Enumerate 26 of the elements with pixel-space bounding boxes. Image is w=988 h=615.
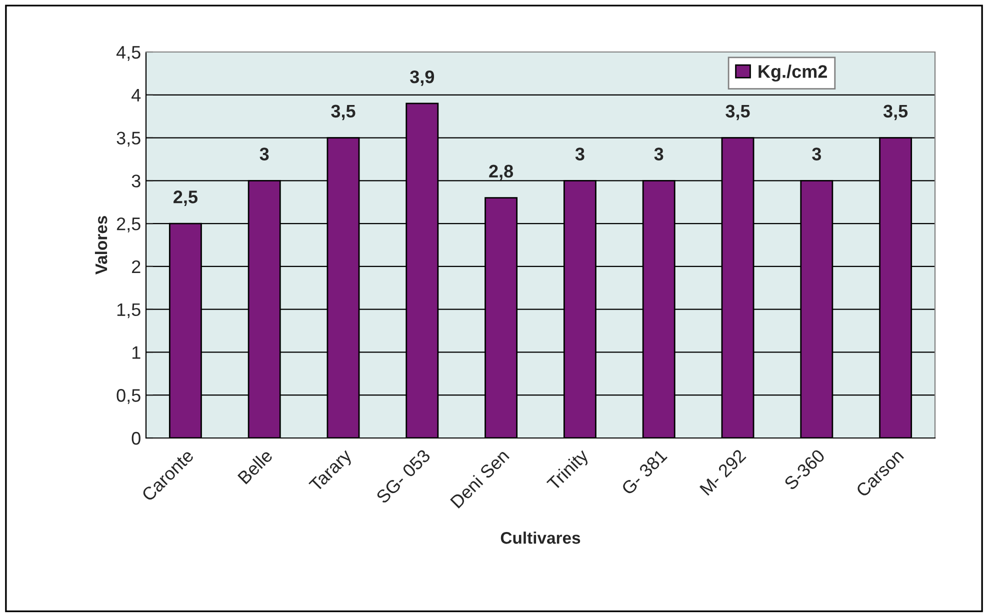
data-label: 3	[260, 148, 269, 160]
data-label: 2,5	[174, 190, 198, 206]
data-label: 3,9	[410, 70, 434, 86]
x-tick-label: SG- 053	[376, 448, 431, 504]
y-tick-label: 4	[132, 89, 141, 102]
data-label: 3,5	[883, 104, 908, 120]
y-tick-label: 3	[132, 174, 140, 188]
data-label: 3,5	[331, 104, 356, 120]
data-label: 3	[812, 148, 822, 160]
y-tick-label: 0	[132, 432, 140, 445]
y-tick-label: 3,5	[116, 132, 140, 147]
y-tick-label: 1	[132, 346, 140, 359]
y-axis-title: Valores	[94, 216, 108, 275]
y-tick-label: 0,5	[116, 389, 140, 404]
x-tick-label: M- 292	[699, 448, 746, 496]
data-label: 2,8	[489, 164, 514, 180]
x-tick-label: G- 381	[620, 448, 668, 496]
data-label: 3	[575, 148, 584, 160]
y-tick-label: 4,5	[116, 46, 140, 61]
y-tick-label: 2,5	[116, 217, 140, 232]
legend-label: Kg./cm2	[758, 64, 827, 82]
data-label: 3	[654, 148, 664, 160]
y-tick-label: 1,5	[117, 303, 140, 318]
y-tick-label: 2	[132, 260, 140, 273]
x-axis-title: Cultivares	[500, 532, 580, 544]
data-label: 3,5	[726, 104, 750, 120]
